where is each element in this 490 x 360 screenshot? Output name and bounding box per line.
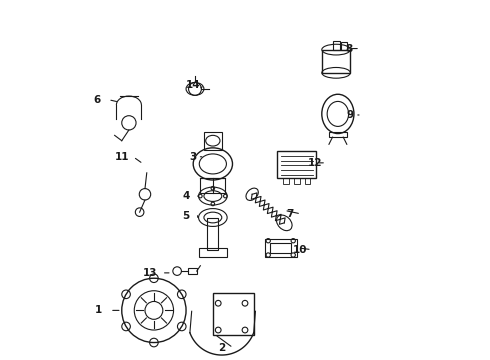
Text: 9: 9 (347, 110, 354, 120)
Text: 4: 4 (182, 191, 190, 201)
Text: 3: 3 (190, 152, 197, 162)
Text: 13: 13 (143, 268, 158, 278)
Text: 6: 6 (93, 95, 100, 105)
Text: 7: 7 (286, 209, 294, 219)
Text: 8: 8 (345, 44, 352, 54)
Text: 12: 12 (307, 158, 322, 168)
Text: 14: 14 (186, 80, 200, 90)
Text: 10: 10 (293, 245, 308, 255)
Text: 1: 1 (95, 305, 102, 315)
Text: 5: 5 (182, 211, 190, 221)
Text: 2: 2 (218, 343, 225, 353)
Text: 11: 11 (115, 152, 129, 162)
